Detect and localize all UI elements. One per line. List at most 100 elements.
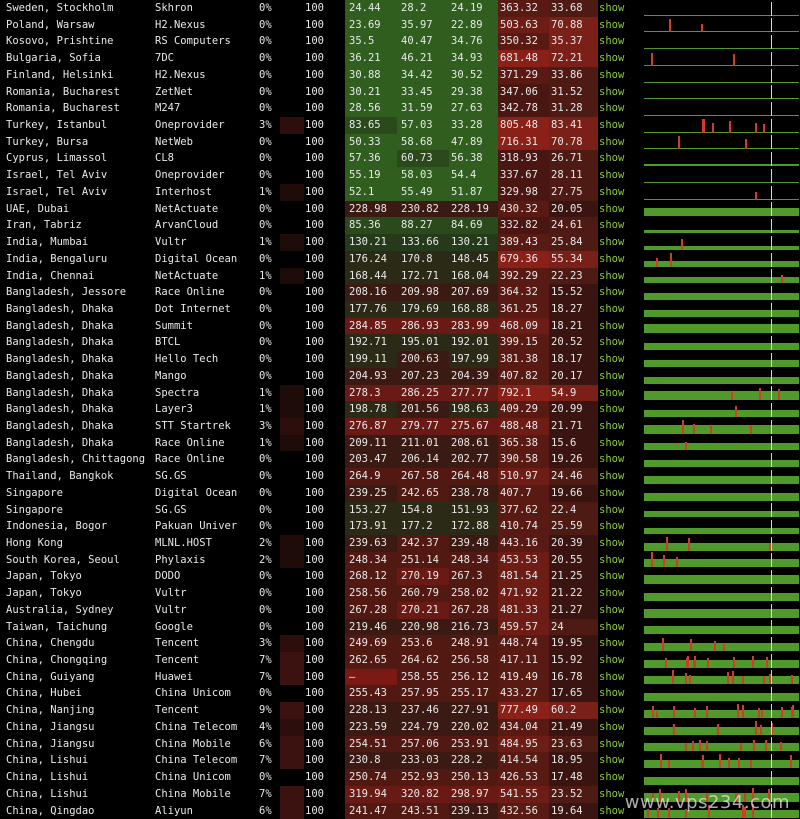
loss-spike [744,792,746,802]
show-link[interactable]: show [599,553,625,566]
latency-graph [644,652,799,669]
latency-graph [644,502,799,519]
location-cell: India, Mumbai [6,236,89,249]
show-link[interactable]: show [599,52,625,65]
show-link[interactable]: show [599,687,625,700]
loss-cell: 9% [259,704,272,717]
show-link[interactable]: show [599,119,625,132]
sent-cell: 100 [305,470,324,483]
show-link[interactable]: show [599,219,625,232]
show-link[interactable]: show [599,787,625,800]
sent-cell: 100 [305,754,324,767]
isp-cell: China Mobile [155,737,231,750]
show-link[interactable]: show [599,754,625,767]
show-link[interactable]: show [599,804,625,817]
show-link[interactable]: show [599,486,625,499]
latency-graph-fill [644,48,799,50]
show-link[interactable]: show [599,152,625,165]
show-link[interactable]: show [599,620,625,633]
latency-graph [644,150,799,167]
latency-graph [644,100,799,117]
worst-cell: 448.74 [498,635,549,653]
show-link[interactable]: show [599,68,625,81]
loss-spike [656,257,658,267]
show-link[interactable]: show [599,269,625,282]
show-link[interactable]: show [599,403,625,416]
last-cell: 52.1 [345,183,397,201]
latency-graph-fill [644,198,799,200]
loss-cell: 0% [259,470,272,483]
show-link[interactable]: show [599,85,625,98]
show-link[interactable]: show [599,603,625,616]
show-link[interactable]: show [599,236,625,249]
latency-graph-fill [644,608,799,618]
show-link[interactable]: show [599,185,625,198]
sent-cell: 100 [305,119,324,132]
show-link[interactable]: show [599,252,625,265]
latency-graph-fill [644,643,799,652]
table-row: Bangladesh, Dhaka BTCL 0% 100 192.71 195.01 19… [0,334,800,352]
show-link[interactable]: show [599,637,625,650]
last-cell: 276.87 [345,417,397,435]
show-link[interactable]: show [599,419,625,432]
latency-spike [771,737,772,752]
latency-graph-fill [644,511,799,518]
show-link[interactable]: show [599,453,625,466]
show-link[interactable]: show [599,353,625,366]
show-link[interactable]: show [599,670,625,683]
location-cell: Bangladesh, Dhaka [6,419,114,432]
show-link[interactable]: show [599,570,625,583]
loss-spike [701,24,703,33]
loss-cell: 1% [259,403,272,416]
last-cell: 258.56 [345,585,397,602]
loss-cell: 0% [259,353,272,366]
show-link[interactable]: show [599,386,625,399]
show-link[interactable]: show [599,286,625,299]
show-link[interactable]: show [599,336,625,349]
show-link[interactable]: show [599,520,625,533]
show-link[interactable]: show [599,587,625,600]
show-link[interactable]: show [599,302,625,315]
show-link[interactable]: show [599,503,625,516]
latency-spike [771,336,772,351]
show-link[interactable]: show [599,102,625,115]
latency-graph-fill [644,309,799,317]
worst-cell: 459.57 [498,618,549,636]
latency-spike [771,168,772,183]
show-link[interactable]: show [599,436,625,449]
avg-cell: 258.55 [397,668,449,686]
loss-spike [719,754,721,769]
loss-cell: 0% [259,252,272,265]
show-link[interactable]: show [599,169,625,182]
latency-graph [644,217,799,234]
show-link[interactable]: show [599,319,625,332]
worst-cell: 432.56 [498,802,549,819]
show-link[interactable]: show [599,35,625,48]
location-cell: China, Jiangsu [6,737,95,750]
latency-spike [771,453,772,468]
show-link[interactable]: show [599,135,625,148]
worst-cell: 453.53 [498,551,549,569]
latency-graph-fill [644,760,799,769]
avg-cell: 154.8 [397,501,449,519]
show-link[interactable]: show [599,470,625,483]
loss-spike [768,788,770,802]
show-link[interactable]: show [599,771,625,784]
latency-graph [644,585,799,602]
isp-cell: RS Computers [155,35,231,48]
latency-graph [644,401,799,418]
location-cell: Taiwan, Taichung [6,620,108,633]
show-link[interactable]: show [599,202,625,215]
show-link[interactable]: show [599,720,625,733]
latency-graph-fill [644,559,799,568]
show-link[interactable]: show [599,369,625,382]
show-link[interactable]: show [599,18,625,31]
sent-cell: 100 [305,587,324,600]
show-link[interactable]: show [599,654,625,667]
loss-cell: 6% [259,737,272,750]
loss-spike [752,787,754,802]
show-link[interactable]: show [599,704,625,717]
show-link[interactable]: show [599,2,625,14]
show-link[interactable]: show [599,537,625,549]
show-link[interactable]: show [599,737,625,750]
